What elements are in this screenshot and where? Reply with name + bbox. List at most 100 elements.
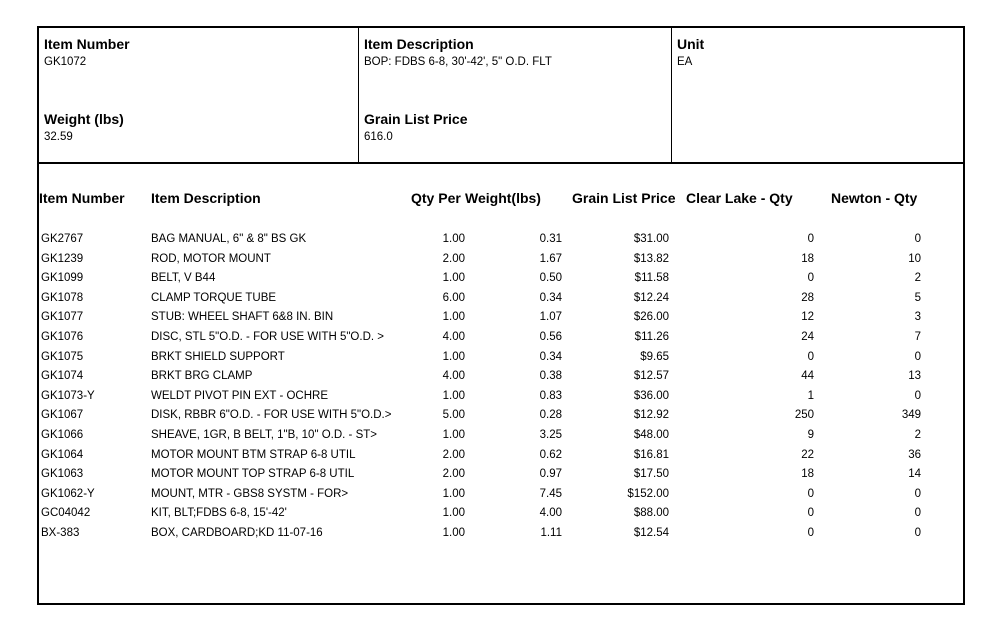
table-row: GK1077 STUB: WHEEL SHAFT 6&8 IN. BIN 1.00 1… [39, 308, 941, 328]
cell-grain-list-price: $17.50 [633, 468, 669, 481]
cell-newton-qty: 13 [908, 370, 921, 383]
cell-grain-list-price: $36.00 [633, 389, 669, 402]
cell-item-description: MOUNT, MTR - GBS8 SYSTM - FOR> [151, 487, 349, 500]
cell-newton-qty: 0 [914, 233, 921, 245]
cell-weight-lbs: 0.50 [539, 272, 562, 285]
table-row: BX-383 BOX, CARDBOARD;KD 11-07-16 1.00 1.11… [39, 524, 941, 544]
cell-qty-per: 1.00 [442, 526, 465, 539]
cell-qty-per: 1.00 [442, 507, 465, 520]
cell-item-number: GK1073-Y [41, 389, 95, 402]
cell-qty-per: 2.00 [442, 448, 465, 461]
table-row: GK1076 DISC, STL 5"O.D. - FOR USE WITH 5"… [39, 328, 941, 348]
cell-newton-qty: 14 [908, 468, 921, 481]
cell-weight-lbs: 0.97 [539, 468, 562, 481]
cell-clear-lake-qty: 18 [801, 468, 814, 481]
cell-grain-list-price: $152.00 [627, 487, 669, 500]
cell-item-description: SHEAVE, 1GR, B BELT, 1"B, 10" O.D. - ST> [151, 428, 377, 441]
cell-item-number: BX-383 [41, 526, 80, 539]
cell-grain-list-price: $88.00 [633, 507, 669, 520]
components-table-section: Item Number Item Description Qty Per Wei… [39, 164, 963, 601]
cell-item-number: GK1078 [41, 291, 84, 304]
cell-item-description: DISK, RBBR 6"O.D. - FOR USE WITH 5"O.D.> [151, 409, 392, 422]
parts-table-rows: GK2767 BAG MANUAL, 6" & 8" BS GK 1.00 0.31 $… [39, 230, 941, 544]
item-number-field: Item Number GK1072 [44, 35, 350, 70]
item-number-label: Item Number [44, 36, 130, 52]
cell-qty-per: 6.00 [442, 291, 465, 304]
cell-qty-per: 1.00 [442, 428, 465, 441]
cell-clear-lake-qty: 18 [801, 252, 814, 265]
cell-item-description: BAG MANUAL, 6" & 8" BS GK [151, 233, 307, 245]
weight-label: Weight (lbs) [44, 111, 124, 127]
item-number-value: GK1072 [44, 56, 87, 68]
column-header-item-number: Item Number [39, 190, 125, 206]
cell-item-number: GK1077 [41, 311, 84, 324]
column-header-qty-per: Qty Per [411, 190, 461, 206]
cell-grain-list-price: $11.26 [634, 330, 669, 343]
cell-newton-qty: 349 [901, 409, 921, 422]
cell-grain-list-price: $26.00 [633, 311, 669, 324]
table-row: GK1075 BRKT SHIELD SUPPORT 1.00 0.34 $9.65 0 0 [39, 348, 941, 368]
table-row: GK2767 BAG MANUAL, 6" & 8" BS GK 1.00 0.31 $… [39, 230, 941, 250]
cell-grain-list-price: $12.92 [633, 409, 669, 422]
table-row: GK1063 MOTOR MOUNT TOP STRAP 6-8 UTIL 2.00… [39, 465, 941, 485]
cell-clear-lake-qty: 250 [794, 409, 814, 422]
cell-newton-qty: 10 [908, 252, 921, 265]
cell-qty-per: 4.00 [442, 370, 465, 383]
table-row: GK1078 CLAMP TORQUE TUBE 6.00 0.34 $12.24 28 5 [39, 289, 941, 309]
cell-weight-lbs: 1.07 [539, 311, 562, 324]
cell-clear-lake-qty: 0 [807, 507, 814, 520]
table-row: GK1064 MOTOR MOUNT BTM STRAP 6-8 UTIL 2.00… [39, 446, 941, 466]
cell-item-number: GK1075 [41, 350, 84, 363]
item-description-field: Item Description BOP: FDBS 6-8, 30'-42',… [364, 35, 663, 70]
cell-clear-lake-qty: 0 [807, 350, 814, 363]
item-description-label: Item Description [364, 36, 474, 52]
weight-field: Weight (lbs) 32.59 [44, 110, 350, 145]
cell-clear-lake-qty: 0 [807, 272, 814, 285]
summary-column-middle: Item Description BOP: FDBS 6-8, 30'-42',… [358, 28, 671, 162]
cell-qty-per: 1.00 [442, 487, 465, 500]
cell-weight-lbs: 0.62 [539, 448, 562, 461]
cell-item-description: CLAMP TORQUE TUBE [151, 291, 277, 304]
cell-item-description: STUB: WHEEL SHAFT 6&8 IN. BIN [151, 311, 334, 324]
cell-item-number: GK1099 [41, 272, 84, 285]
weight-value: 32.59 [44, 131, 73, 143]
cell-qty-per: 1.00 [442, 233, 465, 245]
cell-qty-per: 2.00 [442, 468, 465, 481]
cell-item-number: GK1067 [41, 409, 84, 422]
cell-qty-per: 4.00 [442, 330, 465, 343]
column-header-grain-list-price: Grain List Price [572, 190, 676, 206]
column-header-item-description: Item Description [151, 190, 261, 206]
cell-clear-lake-qty: 1 [807, 389, 814, 402]
cell-clear-lake-qty: 0 [807, 487, 814, 500]
cell-newton-qty: 0 [914, 350, 921, 363]
cell-grain-list-price: $12.54 [633, 526, 669, 539]
cell-weight-lbs: 0.34 [539, 291, 562, 304]
cell-weight-lbs: 4.00 [539, 507, 562, 520]
cell-clear-lake-qty: 28 [801, 291, 814, 304]
cell-grain-list-price: $31.00 [633, 233, 669, 245]
cell-clear-lake-qty: 0 [807, 233, 814, 245]
cell-clear-lake-qty: 12 [801, 311, 814, 324]
cell-item-number: GK2767 [41, 233, 84, 245]
cell-newton-qty: 2 [914, 428, 921, 441]
cell-weight-lbs: 0.34 [539, 350, 562, 363]
cell-item-description: BELT, V B44 [151, 272, 216, 285]
cell-item-number: GK1064 [41, 448, 84, 461]
cell-grain-list-price: $11.58 [634, 272, 669, 285]
cell-item-description: BOX, CARDBOARD;KD 11-07-16 [151, 526, 323, 539]
cell-qty-per: 2.00 [442, 252, 465, 265]
cell-newton-qty: 3 [914, 311, 921, 324]
table-row: GK1074 BRKT BRG CLAMP 4.00 0.38 $12.57 44 13 [39, 367, 941, 387]
cell-grain-list-price: $48.00 [633, 428, 669, 441]
cell-grain-list-price: $12.24 [633, 291, 669, 304]
cell-grain-list-price: $13.82 [633, 252, 669, 265]
cell-qty-per: 1.00 [442, 389, 465, 402]
item-description-value: BOP: FDBS 6-8, 30'-42', 5" O.D. FLT [364, 56, 552, 68]
cell-qty-per: 1.00 [442, 272, 465, 285]
unit-value: EA [677, 56, 693, 68]
grain-list-price-value: 616.0 [364, 131, 393, 143]
table-row: GC04042 KIT, BLT;FDBS 6-8, 15'-42' 1.00 4.0… [39, 504, 941, 524]
cell-weight-lbs: 1.11 [540, 526, 562, 539]
cell-weight-lbs: 1.67 [539, 252, 562, 265]
